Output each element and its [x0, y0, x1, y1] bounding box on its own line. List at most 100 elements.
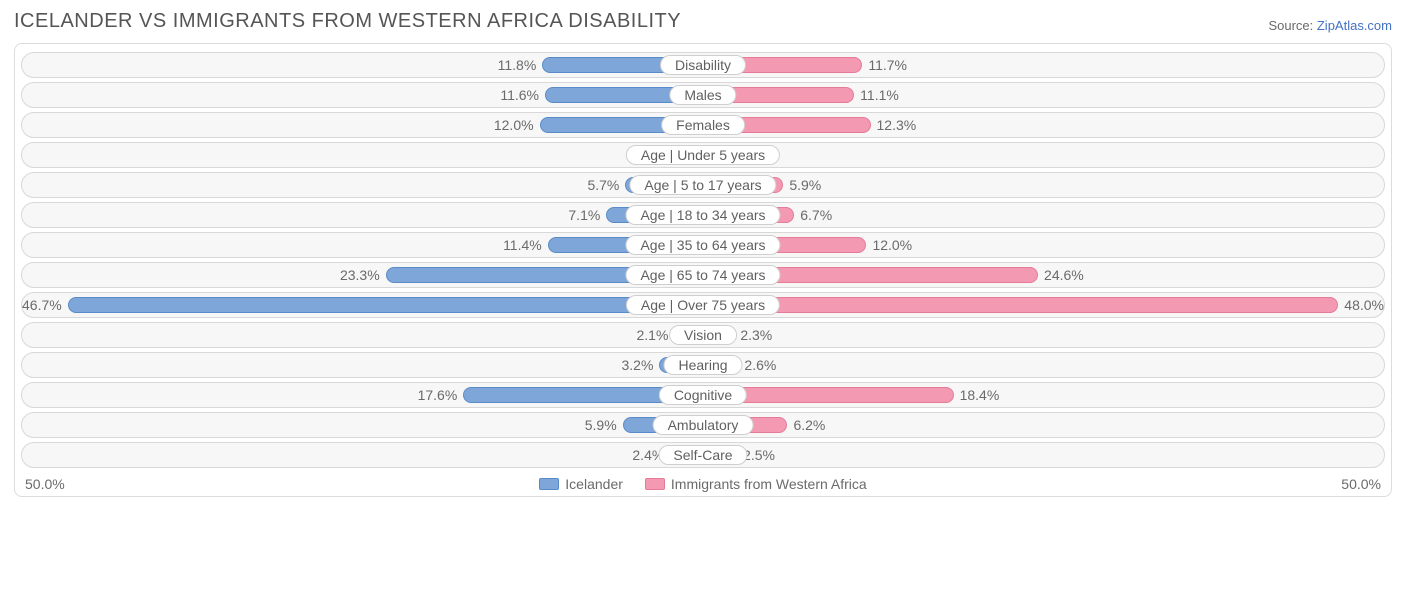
chart-row: 11.6% 11.1% Males: [15, 80, 1391, 110]
category-label: Age | 65 to 74 years: [625, 265, 780, 285]
source-link[interactable]: ZipAtlas.com: [1317, 18, 1392, 33]
chart-row: 23.3% 24.6% Age | 65 to 74 years: [15, 260, 1391, 290]
category-label: Age | Under 5 years: [626, 145, 780, 165]
chart-row: 11.4% 12.0% Age | 35 to 64 years: [15, 230, 1391, 260]
chart-row: 46.7%48.0%Age | Over 75 years: [15, 290, 1391, 320]
category-label: Females: [661, 115, 745, 135]
chart-row: 1.2%1.2%Age | Under 5 years: [15, 140, 1391, 170]
row-right-half: 6.7%: [703, 203, 1384, 227]
rows-container: 11.8% 11.7% Disability 11.6% 11.1% Males 12.0%…: [15, 50, 1391, 470]
category-label: Hearing: [663, 355, 742, 375]
left-value: 17.6%: [418, 387, 458, 403]
left-value: 7.1%: [568, 207, 600, 223]
row-left-half: 1.2%: [22, 143, 703, 167]
row-left-half: 11.6%: [22, 83, 703, 107]
right-value: 6.7%: [800, 207, 832, 223]
category-label: Disability: [660, 55, 746, 75]
right-value: 5.9%: [789, 177, 821, 193]
chart-row: 11.8% 11.7% Disability: [15, 50, 1391, 80]
chart-footer: 50.0% Icelander Immigrants from Western …: [15, 470, 1391, 492]
category-label: Age | 18 to 34 years: [625, 205, 780, 225]
left-value: 3.2%: [622, 357, 654, 373]
chart-row: 5.9%6.2%Ambulatory: [15, 410, 1391, 440]
row-right-half: 2.3%: [703, 323, 1384, 347]
legend-label-left: Icelander: [565, 476, 623, 492]
row-left-half: 11.4%: [22, 233, 703, 257]
row-left-half: 17.6%: [22, 383, 703, 407]
row-track: 11.6% 11.1% Males: [21, 82, 1385, 108]
row-left-half: 7.1%: [22, 203, 703, 227]
chart-row: 12.0% 12.3% Females: [15, 110, 1391, 140]
chart-source: Source: ZipAtlas.com: [1268, 18, 1392, 33]
category-label: Vision: [669, 325, 737, 345]
row-right-half: 48.0%: [703, 293, 1384, 317]
row-right-half: 12.3%: [703, 113, 1384, 137]
row-right-half: 2.5%: [703, 443, 1384, 467]
axis-right-label: 50.0%: [1321, 476, 1381, 492]
row-left-half: 46.7%: [22, 293, 703, 317]
chart-row: 2.4%2.5%Self-Care: [15, 440, 1391, 470]
left-value: 46.7%: [22, 297, 62, 313]
chart-row: 17.6% 18.4% Cognitive: [15, 380, 1391, 410]
left-bar: [68, 297, 703, 313]
butterfly-chart: 11.8% 11.7% Disability 11.6% 11.1% Males 12.0%…: [14, 43, 1392, 497]
row-left-half: 5.9%: [22, 413, 703, 437]
row-right-half: 11.7%: [703, 53, 1384, 77]
row-track: 3.2% 2.6%Hearing: [21, 352, 1385, 378]
category-label: Age | 35 to 64 years: [625, 235, 780, 255]
row-track: 2.1% 2.3%Vision: [21, 322, 1385, 348]
chart-row: 2.1% 2.3%Vision: [15, 320, 1391, 350]
row-right-half: 24.6%: [703, 263, 1384, 287]
right-value: 2.5%: [743, 447, 775, 463]
row-left-half: 11.8%: [22, 53, 703, 77]
row-track: 7.1% 6.7% Age | 18 to 34 years: [21, 202, 1385, 228]
left-value: 11.6%: [500, 87, 539, 103]
right-bar: [703, 297, 1338, 313]
row-left-half: 3.2%: [22, 353, 703, 377]
right-value: 11.1%: [860, 87, 899, 103]
row-right-half: 18.4%: [703, 383, 1384, 407]
right-value: 11.7%: [868, 57, 907, 73]
row-right-half: 12.0%: [703, 233, 1384, 257]
left-value: 11.4%: [503, 237, 542, 253]
category-label: Cognitive: [659, 385, 747, 405]
category-label: Age | 5 to 17 years: [629, 175, 776, 195]
row-left-half: 12.0%: [22, 113, 703, 137]
left-value: 11.8%: [498, 57, 537, 73]
right-value: 18.4%: [960, 387, 1000, 403]
chart-row: 3.2% 2.6%Hearing: [15, 350, 1391, 380]
row-right-half: 6.2%: [703, 413, 1384, 437]
left-value: 23.3%: [340, 267, 380, 283]
source-prefix: Source:: [1268, 18, 1316, 33]
row-track: 11.4% 12.0% Age | 35 to 64 years: [21, 232, 1385, 258]
legend-item-left: Icelander: [539, 476, 623, 492]
chart-row: 7.1% 6.7% Age | 18 to 34 years: [15, 200, 1391, 230]
legend-swatch-left: [539, 478, 559, 490]
right-value: 2.3%: [740, 327, 772, 343]
row-left-half: 23.3%: [22, 263, 703, 287]
left-value: 5.7%: [587, 177, 619, 193]
right-value: 24.6%: [1044, 267, 1084, 283]
right-value: 48.0%: [1344, 297, 1384, 313]
axis-left-label: 50.0%: [25, 476, 85, 492]
right-value: 12.3%: [877, 117, 917, 133]
row-right-half: 5.9%: [703, 173, 1384, 197]
row-track: 23.3% 24.6% Age | 65 to 74 years: [21, 262, 1385, 288]
row-track: 5.9%6.2%Ambulatory: [21, 412, 1385, 438]
row-left-half: 2.1%: [22, 323, 703, 347]
right-value: 12.0%: [872, 237, 912, 253]
right-value: 6.2%: [793, 417, 825, 433]
chart-title: ICELANDER VS IMMIGRANTS FROM WESTERN AFR…: [14, 10, 681, 33]
row-track: 5.7% 5.9% Age | 5 to 17 years: [21, 172, 1385, 198]
row-track: 12.0% 12.3% Females: [21, 112, 1385, 138]
chart-row: 5.7% 5.9% Age | 5 to 17 years: [15, 170, 1391, 200]
chart-header: ICELANDER VS IMMIGRANTS FROM WESTERN AFR…: [14, 10, 1392, 33]
left-value: 5.9%: [585, 417, 617, 433]
legend-label-right: Immigrants from Western Africa: [671, 476, 867, 492]
right-value: 2.6%: [744, 357, 776, 373]
row-right-half: 2.6%: [703, 353, 1384, 377]
row-track: 2.4%2.5%Self-Care: [21, 442, 1385, 468]
row-left-half: 5.7%: [22, 173, 703, 197]
category-label: Males: [669, 85, 736, 105]
row-track: 1.2%1.2%Age | Under 5 years: [21, 142, 1385, 168]
